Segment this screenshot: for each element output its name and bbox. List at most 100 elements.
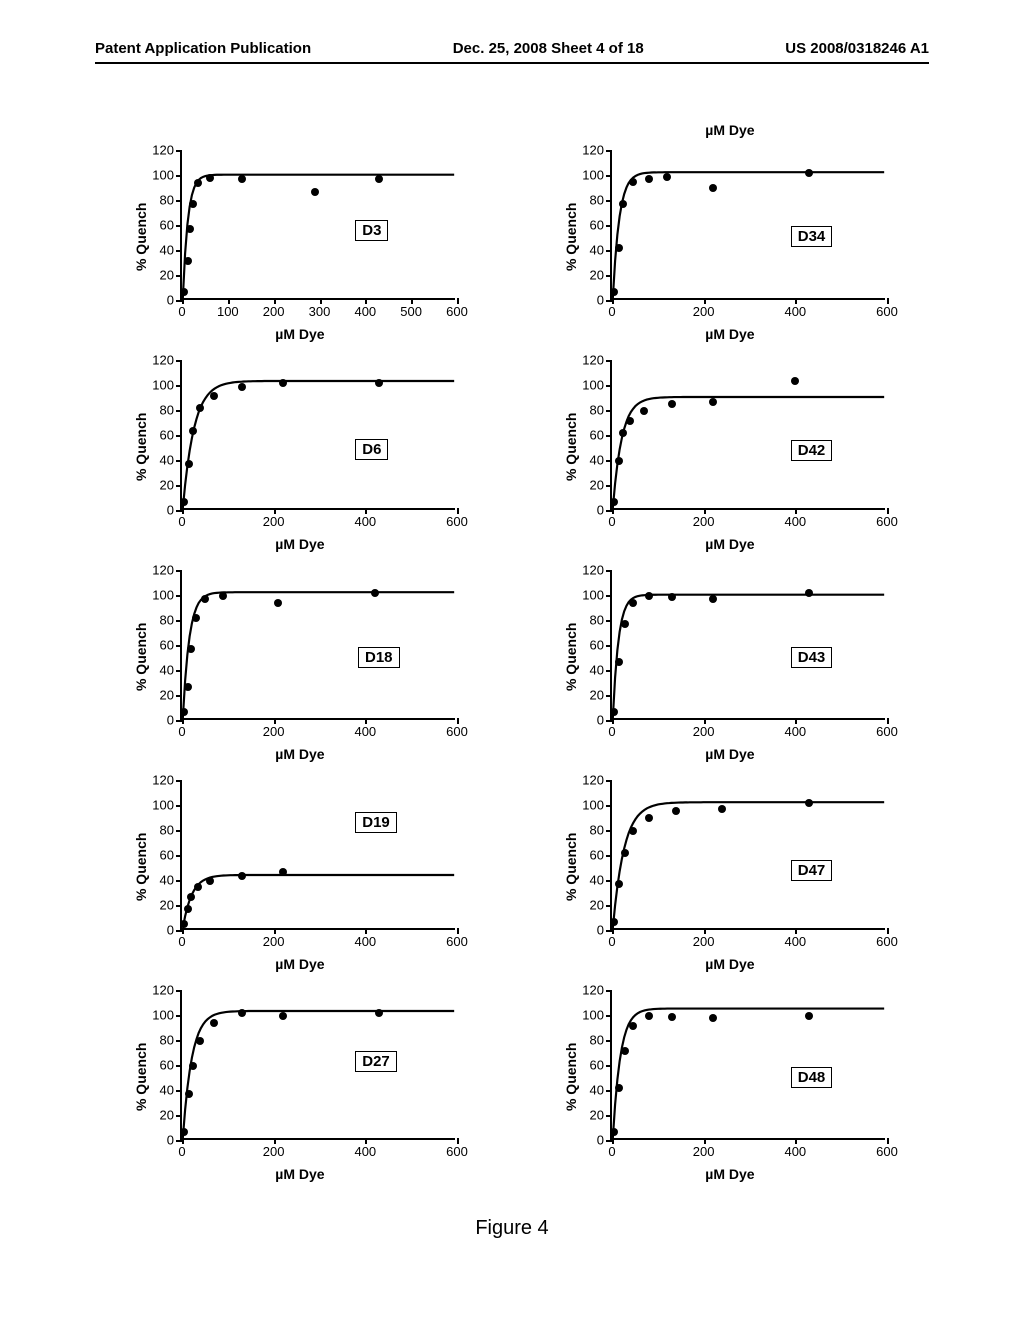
data-point bbox=[619, 429, 627, 437]
y-axis-label: % Quench bbox=[563, 203, 579, 271]
y-tick-label: 20 bbox=[160, 478, 174, 493]
y-axis-label: % Quench bbox=[133, 413, 149, 481]
data-point bbox=[371, 589, 379, 597]
y-axis-label: % Quench bbox=[563, 413, 579, 481]
chart-panel-D48: % Quench0204060801001200200400600D48µM D… bbox=[545, 980, 905, 1180]
y-tick-label: 0 bbox=[597, 293, 604, 308]
data-point bbox=[615, 658, 623, 666]
panel-label-badge: D48 bbox=[791, 1067, 833, 1088]
x-tick-label: 200 bbox=[263, 724, 285, 739]
data-point bbox=[180, 1128, 188, 1136]
x-tick-label: 0 bbox=[608, 514, 615, 529]
chart-panel-D42: % Quench0204060801001200200400600D42µM D… bbox=[545, 350, 905, 550]
y-tick-label: 0 bbox=[167, 503, 174, 518]
figure-caption: Figure 4 bbox=[0, 1217, 1024, 1240]
x-axis-label: µM Dye bbox=[275, 746, 324, 762]
header-right: US 2008/0318246 A1 bbox=[785, 40, 929, 57]
x-tick-label: 600 bbox=[446, 514, 468, 529]
chart-panel-D27: % Quench0204060801001200200400600D27µM D… bbox=[115, 980, 475, 1180]
y-tick-label: 120 bbox=[582, 983, 604, 998]
data-point bbox=[192, 614, 200, 622]
x-tick-label: 200 bbox=[263, 1144, 285, 1159]
data-point bbox=[210, 392, 218, 400]
y-tick-label: 100 bbox=[152, 1008, 174, 1023]
y-tick-label: 80 bbox=[590, 823, 604, 838]
x-tick-label: 0 bbox=[178, 724, 185, 739]
y-tick-label: 80 bbox=[160, 403, 174, 418]
data-point bbox=[805, 1012, 813, 1020]
data-point bbox=[180, 288, 188, 296]
data-point bbox=[189, 427, 197, 435]
y-tick-label: 0 bbox=[597, 503, 604, 518]
x-axis-label: µM Dye bbox=[705, 326, 754, 342]
data-point bbox=[615, 880, 623, 888]
x-tick-label: 200 bbox=[693, 1144, 715, 1159]
plot-area: 0204060801001200200400600D47 bbox=[610, 780, 885, 930]
panel-label-badge: D43 bbox=[791, 647, 833, 668]
y-tick-label: 40 bbox=[590, 453, 604, 468]
y-tick-label: 60 bbox=[160, 638, 174, 653]
data-point bbox=[629, 599, 637, 607]
x-tick-label: 400 bbox=[784, 514, 806, 529]
x-tick-label: 400 bbox=[354, 514, 376, 529]
y-tick-label: 0 bbox=[167, 713, 174, 728]
y-tick-label: 80 bbox=[160, 193, 174, 208]
x-tick-label: 0 bbox=[178, 304, 185, 319]
x-tick-label: 200 bbox=[693, 514, 715, 529]
data-point bbox=[668, 593, 676, 601]
x-tick-label: 0 bbox=[178, 514, 185, 529]
x-tick-label: 200 bbox=[693, 724, 715, 739]
plot-area: 0204060801001200200400600D18 bbox=[180, 570, 455, 720]
panel-label-badge: D47 bbox=[791, 860, 833, 881]
data-point bbox=[791, 377, 799, 385]
chart-panel-D47: % Quench 0204060801001200200400600D47 µM D… bbox=[545, 770, 905, 970]
x-tick-label: 400 bbox=[354, 724, 376, 739]
y-tick-label: 80 bbox=[590, 613, 604, 628]
fit-curve bbox=[612, 570, 885, 718]
y-tick-label: 20 bbox=[590, 268, 604, 283]
y-tick-label: 80 bbox=[160, 613, 174, 628]
y-tick-label: 120 bbox=[152, 773, 174, 788]
fit-curve bbox=[182, 360, 455, 508]
y-axis-label: % Quench bbox=[563, 833, 579, 901]
fit-curve bbox=[612, 780, 885, 928]
page-header: Patent Application Publication Dec. 25, … bbox=[0, 40, 1024, 57]
x-tick-label: 600 bbox=[876, 514, 898, 529]
data-point bbox=[672, 807, 680, 815]
data-point bbox=[645, 1012, 653, 1020]
y-tick-label: 0 bbox=[167, 1133, 174, 1148]
data-point bbox=[194, 179, 202, 187]
chart-panel-D6: % Quench0204060801001200200400600D6µM Dy… bbox=[115, 350, 475, 550]
data-point bbox=[187, 893, 195, 901]
x-tick-label: 400 bbox=[784, 724, 806, 739]
panel-label-badge: D34 bbox=[791, 226, 833, 247]
y-tick-label: 20 bbox=[590, 688, 604, 703]
data-point bbox=[621, 620, 629, 628]
chart-panel-D3: % Quench02040608010012001002003004005006… bbox=[115, 140, 475, 340]
data-point bbox=[184, 257, 192, 265]
x-axis-label: µM Dye bbox=[705, 956, 754, 972]
y-tick-label: 60 bbox=[590, 638, 604, 653]
x-tick-label: 500 bbox=[400, 304, 422, 319]
x-tick-label: 0 bbox=[178, 1144, 185, 1159]
y-tick-label: 60 bbox=[160, 848, 174, 863]
y-tick-label: 120 bbox=[582, 143, 604, 158]
data-point bbox=[610, 918, 618, 926]
x-tick-label: 100 bbox=[217, 304, 239, 319]
y-tick-label: 20 bbox=[160, 1108, 174, 1123]
y-tick-label: 80 bbox=[160, 823, 174, 838]
y-tick-label: 120 bbox=[152, 563, 174, 578]
chart-panel-D19: % Quench0204060801001200200400600D19µM D… bbox=[115, 770, 475, 970]
x-axis-label: µM Dye bbox=[275, 326, 324, 342]
plot-area: 0204060801001200200400600D6 bbox=[180, 360, 455, 510]
x-tick-label: 600 bbox=[876, 934, 898, 949]
x-tick-label: 400 bbox=[354, 304, 376, 319]
y-tick-label: 60 bbox=[160, 1058, 174, 1073]
data-point bbox=[279, 1012, 287, 1020]
data-point bbox=[640, 407, 648, 415]
plot-area: 0204060801001200200400600D42 bbox=[610, 360, 885, 510]
y-tick-label: 40 bbox=[160, 1083, 174, 1098]
plot-area: 0204060801001200200400600D19 bbox=[180, 780, 455, 930]
y-tick-label: 60 bbox=[590, 1058, 604, 1073]
y-tick-label: 40 bbox=[160, 243, 174, 258]
